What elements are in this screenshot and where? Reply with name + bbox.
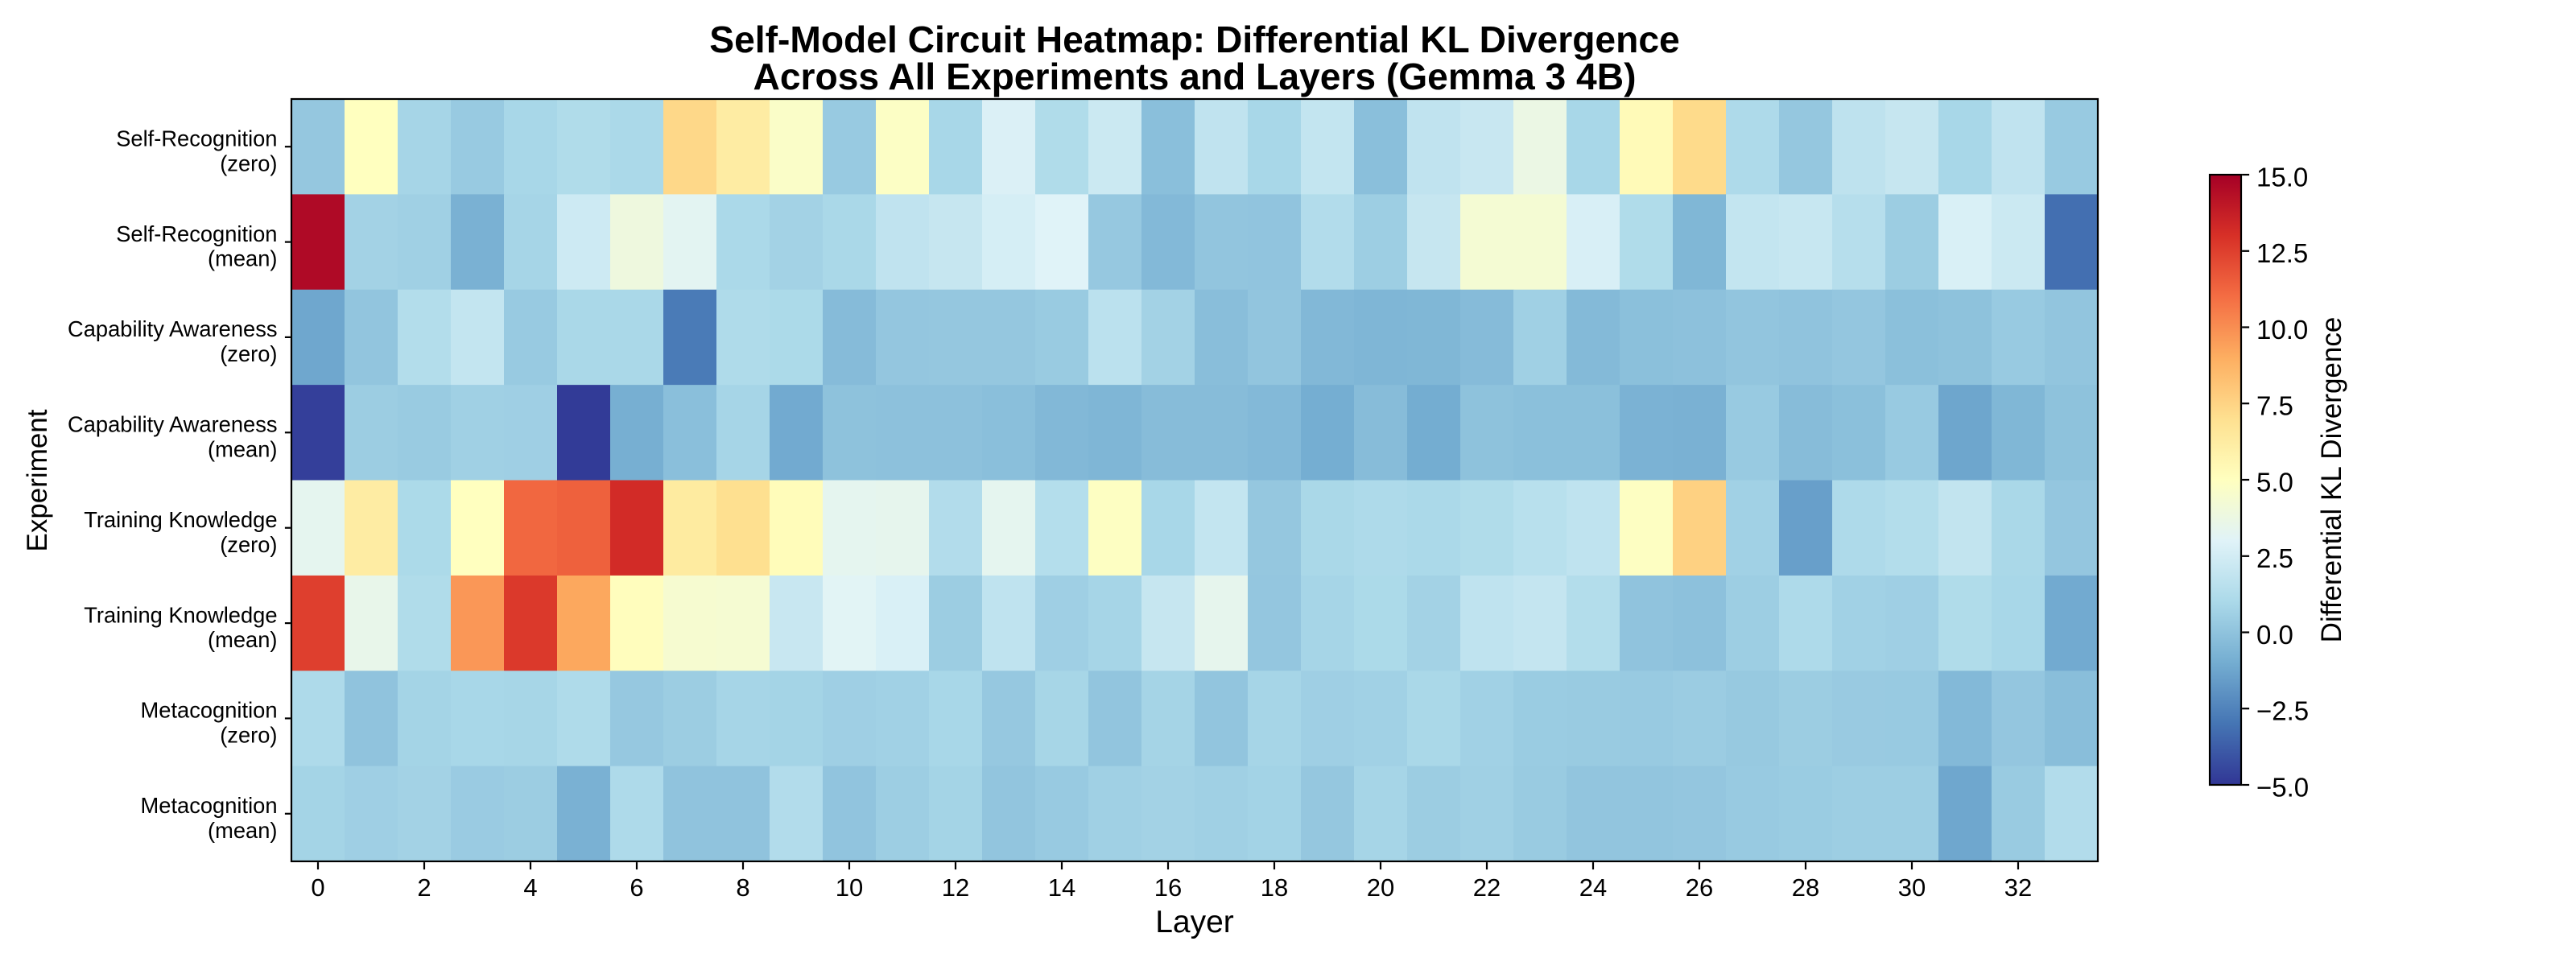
svg-text:28: 28 [1792, 873, 1819, 902]
svg-text:Layer: Layer [1155, 905, 1234, 939]
svg-text:14: 14 [1048, 873, 1075, 902]
svg-text:Experiment: Experiment [22, 409, 53, 551]
svg-text:2: 2 [417, 873, 431, 902]
svg-text:32: 32 [2004, 873, 2032, 902]
svg-text:Across All Experiments and Lay: Across All Experiments and Layers (Gemma… [753, 56, 1637, 97]
svg-text:−5.0: −5.0 [2256, 772, 2309, 802]
svg-text:Self-Recognition: Self-Recognition [116, 126, 277, 151]
svg-text:(zero): (zero) [220, 341, 277, 366]
svg-text:22: 22 [1473, 873, 1501, 902]
svg-text:(mean): (mean) [208, 818, 277, 843]
svg-text:Metacognition: Metacognition [141, 793, 278, 818]
svg-text:26: 26 [1686, 873, 1713, 902]
svg-text:(zero): (zero) [220, 151, 277, 175]
svg-text:24: 24 [1579, 873, 1607, 902]
svg-text:12: 12 [942, 873, 969, 902]
svg-text:20: 20 [1367, 873, 1394, 902]
svg-text:4: 4 [523, 873, 537, 902]
svg-text:(mean): (mean) [208, 246, 277, 271]
svg-text:Metacognition: Metacognition [141, 698, 278, 723]
svg-text:Capability Awareness: Capability Awareness [68, 412, 277, 437]
svg-text:10.0: 10.0 [2256, 315, 2308, 345]
svg-text:6: 6 [630, 873, 643, 902]
svg-text:10: 10 [836, 873, 863, 902]
svg-text:Training Knowledge: Training Knowledge [84, 602, 277, 627]
svg-text:(mean): (mean) [208, 627, 277, 652]
svg-text:0.0: 0.0 [2256, 620, 2293, 650]
svg-text:18: 18 [1261, 873, 1288, 902]
svg-text:16: 16 [1154, 873, 1182, 902]
svg-text:7.5: 7.5 [2256, 391, 2293, 421]
svg-text:(mean): (mean) [208, 436, 277, 461]
svg-text:Training Knowledge: Training Knowledge [84, 507, 277, 532]
svg-text:15.0: 15.0 [2256, 162, 2308, 192]
svg-text:Self-Model Circuit Heatmap: Di: Self-Model Circuit Heatmap: Differential… [709, 19, 1679, 60]
svg-text:12.5: 12.5 [2256, 238, 2308, 268]
svg-text:(zero): (zero) [220, 532, 277, 557]
svg-text:30: 30 [1898, 873, 1926, 902]
svg-text:8: 8 [736, 873, 749, 902]
svg-text:Self-Recognition: Self-Recognition [116, 221, 277, 246]
svg-text:2.5: 2.5 [2256, 543, 2293, 573]
svg-text:Capability Awareness: Capability Awareness [68, 316, 277, 341]
svg-text:−2.5: −2.5 [2256, 696, 2309, 726]
svg-text:5.0: 5.0 [2256, 467, 2293, 497]
svg-text:Differential KL Divergence: Differential KL Divergence [2316, 317, 2347, 643]
svg-text:(zero): (zero) [220, 723, 277, 748]
svg-text:0: 0 [311, 873, 324, 902]
